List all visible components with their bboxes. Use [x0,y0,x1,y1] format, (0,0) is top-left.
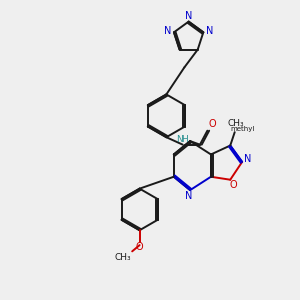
Text: H: H [182,135,188,144]
Text: N: N [164,26,172,36]
Text: CH₃: CH₃ [227,119,244,128]
Text: O: O [208,119,216,129]
Text: N: N [185,191,192,201]
Text: N: N [206,26,213,36]
Text: N: N [244,154,252,164]
Text: methyl: methyl [230,126,255,132]
Text: N: N [185,11,192,21]
Text: N: N [176,135,182,144]
Text: O: O [136,242,143,252]
Text: CH₃: CH₃ [115,253,132,262]
Text: O: O [230,180,237,190]
